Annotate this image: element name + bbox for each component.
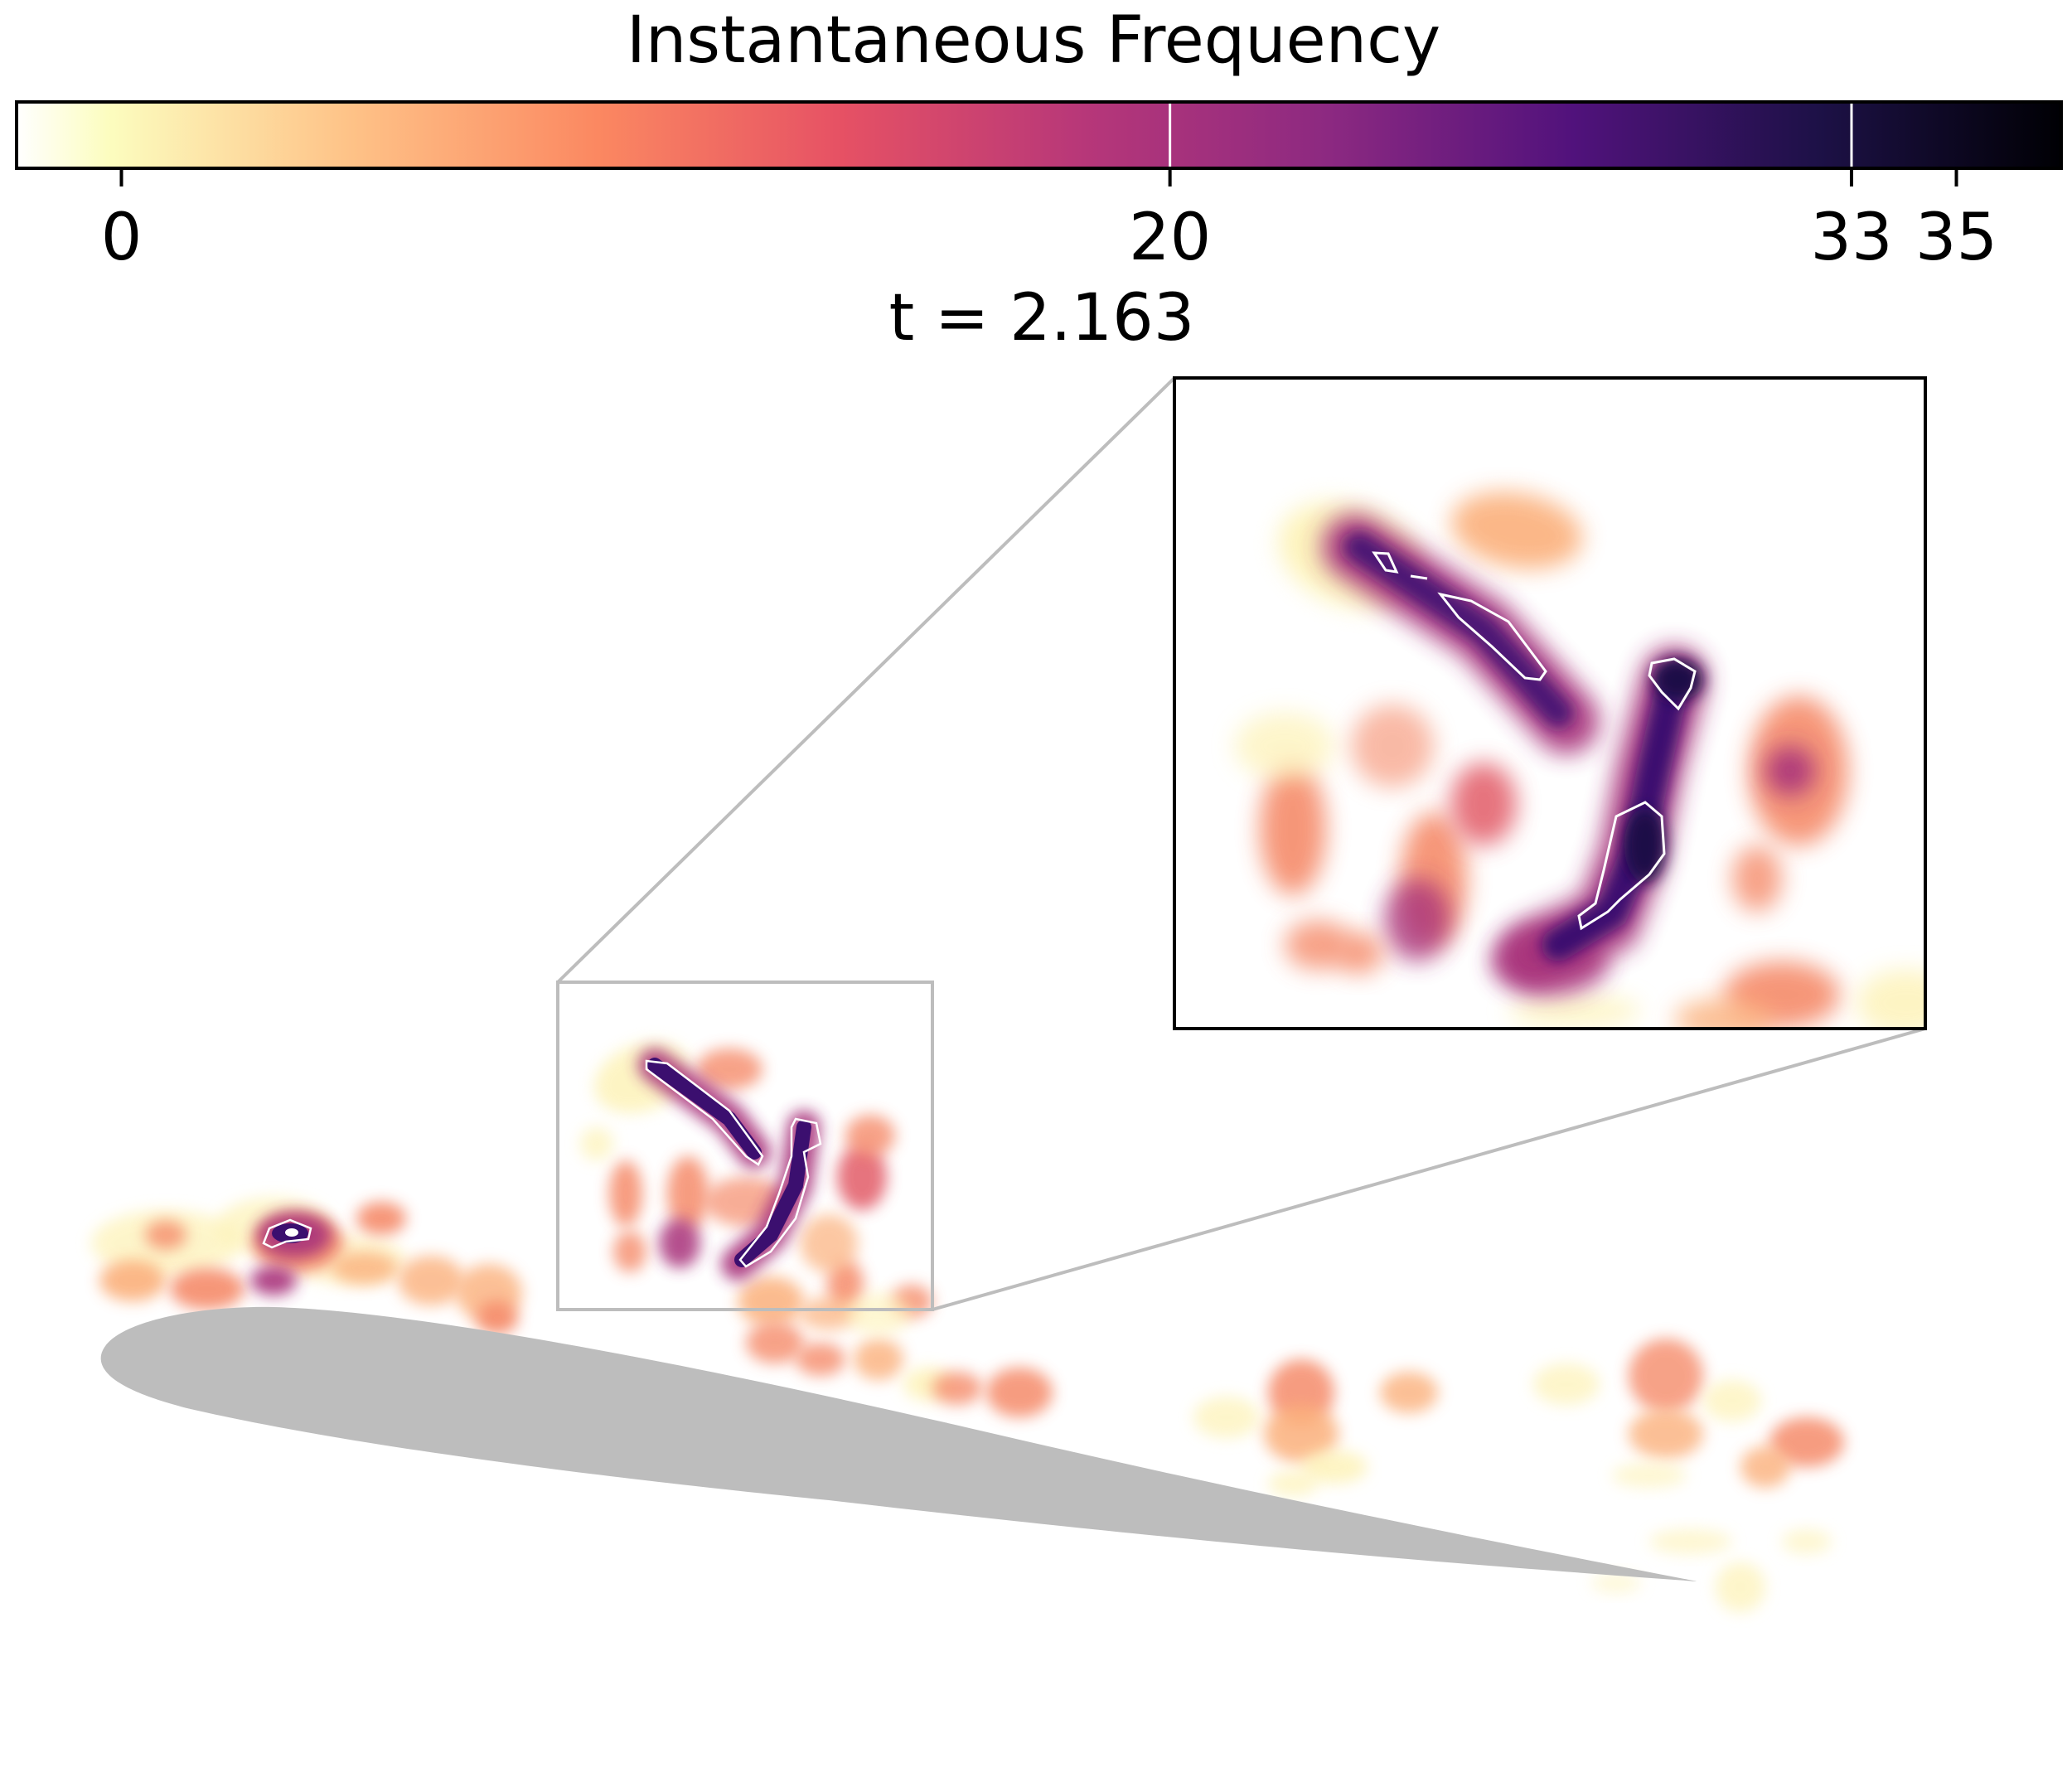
field-blob bbox=[1268, 1471, 1318, 1496]
vortex-core bbox=[734, 1120, 811, 1267]
field-blob bbox=[609, 1160, 642, 1227]
colorbar-tick-label: 0 bbox=[101, 201, 143, 275]
field-blob bbox=[145, 1220, 186, 1250]
field-blob bbox=[1533, 1363, 1600, 1405]
contour-line bbox=[1577, 801, 1666, 931]
field-blob bbox=[1450, 492, 1583, 569]
field-blob bbox=[800, 1297, 858, 1330]
time-label: t = 2.163 bbox=[889, 281, 1195, 356]
colorbar bbox=[17, 102, 2061, 168]
field-blob bbox=[986, 1368, 1053, 1417]
field-blob bbox=[613, 1231, 646, 1272]
contour-line bbox=[738, 1117, 822, 1268]
field-blob bbox=[1703, 1380, 1761, 1421]
contour-line bbox=[262, 1218, 312, 1249]
field-blob bbox=[796, 1343, 845, 1376]
field-blob bbox=[1301, 1450, 1368, 1484]
zoom-region-box bbox=[556, 981, 934, 1311]
colorbar-title: Instantaneous Frequency bbox=[627, 3, 1440, 78]
field-blob bbox=[332, 1252, 398, 1285]
field-blob bbox=[1260, 763, 1326, 895]
field-blob bbox=[99, 1260, 166, 1301]
field-blob bbox=[659, 1218, 700, 1268]
field-blob bbox=[667, 1156, 709, 1231]
contour-line bbox=[1437, 592, 1547, 681]
vortex-core bbox=[1624, 808, 1666, 883]
field-blob bbox=[1765, 746, 1815, 796]
inset-field bbox=[1235, 492, 1925, 1029]
field-blob bbox=[827, 1260, 864, 1310]
vortex-core bbox=[647, 1058, 762, 1160]
colorbar-ticks: 0 20 33 35 bbox=[101, 168, 1997, 275]
field-blob bbox=[580, 1127, 613, 1160]
field-blob bbox=[1380, 1372, 1438, 1413]
field-blob bbox=[1629, 1409, 1703, 1459]
colorbar-frame bbox=[15, 100, 2063, 170]
field-blob bbox=[696, 1048, 762, 1090]
field-blob bbox=[1285, 920, 1351, 970]
field-blob bbox=[845, 1115, 895, 1156]
field-blob bbox=[1769, 1417, 1844, 1467]
inset-frame bbox=[1173, 376, 1927, 1030]
field-blob bbox=[398, 1256, 464, 1305]
field-blob bbox=[477, 1301, 518, 1334]
field-blob bbox=[1591, 1573, 1641, 1593]
field-blob bbox=[170, 1268, 244, 1310]
field-blob bbox=[932, 1372, 982, 1405]
field-blob bbox=[1351, 705, 1434, 787]
contour-line bbox=[1410, 574, 1428, 580]
field-blob bbox=[1649, 1529, 1732, 1554]
field-blob bbox=[1740, 1446, 1790, 1488]
field-blob bbox=[837, 1144, 887, 1210]
colorbar-tick-label: 33 bbox=[1810, 201, 1892, 275]
field-blob bbox=[1193, 1397, 1260, 1438]
field-blob bbox=[1508, 995, 1641, 1028]
vortex-core bbox=[1344, 532, 1573, 728]
zoom-connector-bottom bbox=[932, 1027, 1926, 1311]
contour-core bbox=[285, 1228, 298, 1237]
field-blob bbox=[1857, 970, 1925, 1029]
field-blob bbox=[845, 1293, 912, 1334]
field-blob bbox=[356, 1202, 406, 1235]
field-blob bbox=[1674, 999, 1774, 1029]
contour-line bbox=[645, 1059, 764, 1166]
field-blob bbox=[738, 1276, 804, 1326]
contour-line bbox=[1648, 657, 1697, 711]
contour-line bbox=[1372, 551, 1399, 574]
vortex-core bbox=[1653, 659, 1703, 700]
colorbar-contour-lines bbox=[1169, 104, 1853, 167]
airfoil bbox=[100, 1306, 1697, 1581]
field-blob bbox=[1782, 1529, 1832, 1554]
main-field bbox=[91, 1042, 1844, 1612]
colorbar-tick-label: 35 bbox=[1915, 201, 1997, 275]
field-blob bbox=[1732, 845, 1782, 912]
field-blob bbox=[1716, 1562, 1765, 1612]
field-blob bbox=[854, 1339, 903, 1380]
field-blob bbox=[1384, 879, 1450, 961]
field-blob bbox=[746, 1322, 804, 1363]
field-blob bbox=[250, 1266, 297, 1295]
field-blob bbox=[1450, 763, 1517, 845]
field-blob bbox=[1235, 713, 1334, 779]
field-blob bbox=[1612, 1463, 1687, 1488]
field-blob bbox=[1629, 1339, 1703, 1413]
zoom-connector-top bbox=[556, 376, 1176, 984]
colorbar-tick-label: 20 bbox=[1129, 201, 1211, 275]
field-blob bbox=[1264, 1405, 1339, 1463]
field-blob bbox=[800, 1214, 858, 1272]
